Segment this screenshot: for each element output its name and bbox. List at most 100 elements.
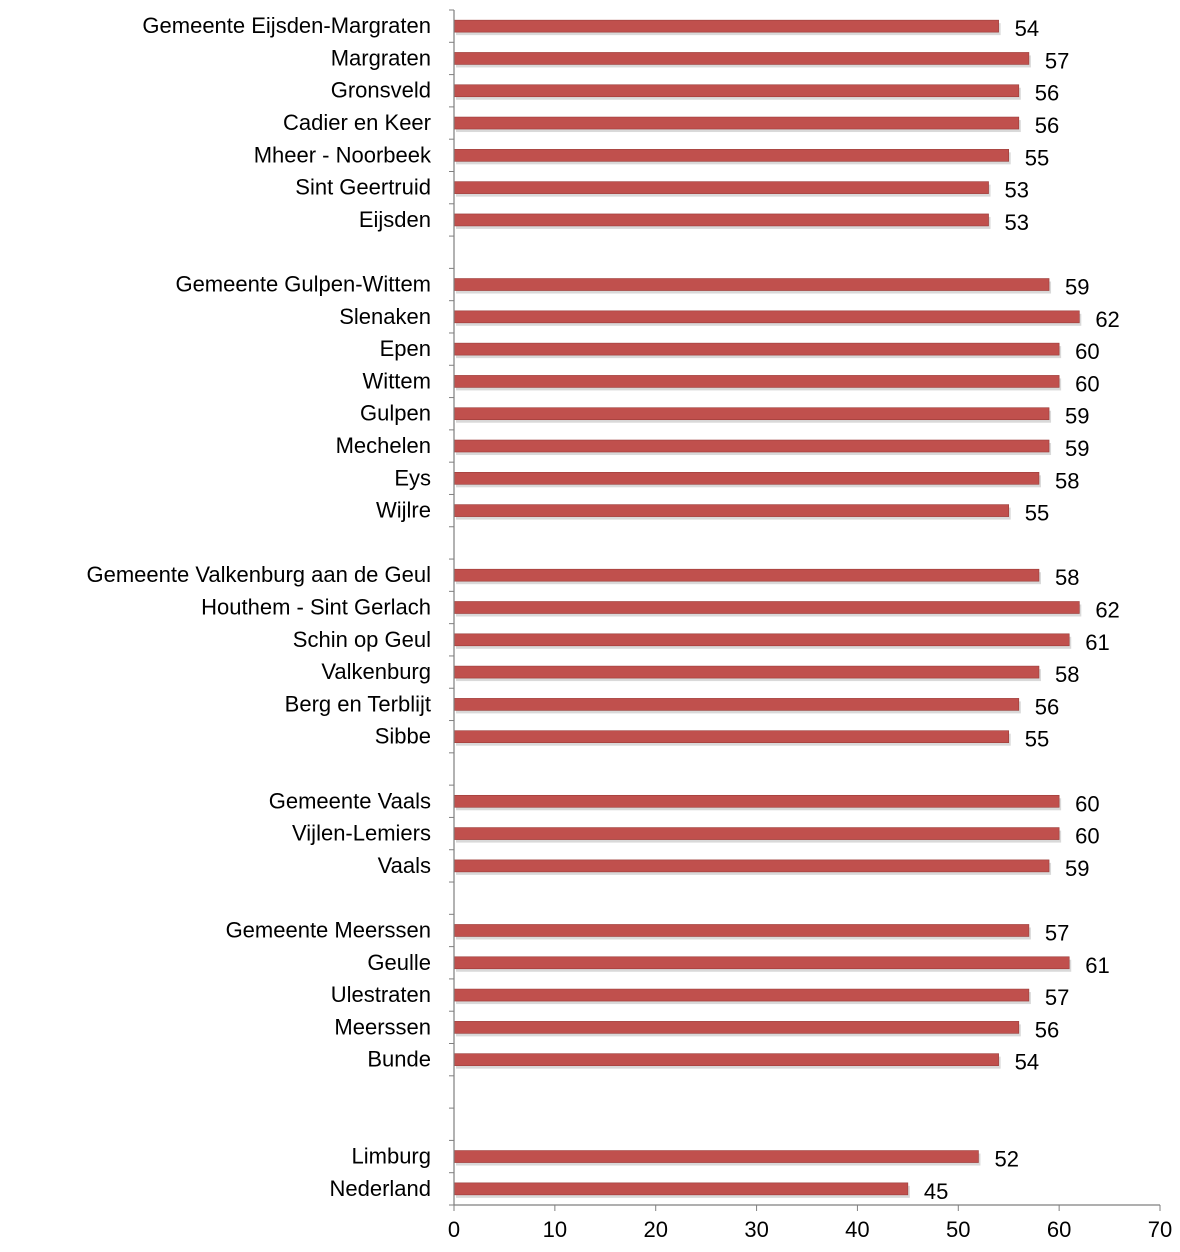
bar [453, 1053, 999, 1066]
data-label: 52 [994, 1147, 1018, 1172]
category-label: Wittem [363, 368, 431, 393]
data-label: 45 [924, 1179, 948, 1204]
data-label: 55 [1025, 501, 1049, 526]
bar [453, 956, 1070, 970]
bar [453, 181, 989, 194]
bars-layer [453, 19, 1082, 1198]
bar [453, 924, 1030, 937]
category-label: Limburg [352, 1144, 431, 1169]
category-label: Vaals [378, 853, 431, 878]
data-label: 61 [1085, 630, 1109, 655]
bar [453, 601, 1080, 614]
bar [453, 568, 1040, 582]
bar [453, 407, 1050, 421]
category-label: Gemeente Valkenburg aan de Geul [87, 562, 432, 587]
data-label: 59 [1065, 404, 1089, 429]
bar [453, 730, 1010, 743]
bar [453, 342, 1060, 356]
data-label: 55 [1025, 145, 1049, 170]
data-label: 53 [1005, 210, 1029, 235]
category-label: Eys [394, 465, 431, 490]
category-label: Gemeente Eijsden-Margraten [142, 13, 431, 38]
data-label: 60 [1075, 371, 1099, 396]
data-label: 58 [1055, 468, 1079, 493]
category-label: Sint Geertruid [295, 175, 431, 200]
category-label: Mechelen [336, 433, 431, 458]
bar [453, 1150, 979, 1163]
category-label: Ulestraten [331, 982, 431, 1007]
bar [453, 52, 1030, 65]
data-label: 58 [1055, 565, 1079, 590]
labels-layer: Gemeente Eijsden-Margraten 54 Margraten 57 G… [87, 13, 1173, 1242]
x-tick-label: 70 [1148, 1217, 1172, 1242]
bar [453, 116, 1020, 130]
category-label: Houthem - Sint Gerlach [201, 595, 431, 620]
bar [453, 698, 1020, 711]
x-tick-label: 20 [643, 1217, 667, 1242]
category-label: Slenaken [339, 304, 431, 329]
data-label: 54 [1015, 1050, 1039, 1075]
data-label: 56 [1035, 694, 1059, 719]
category-label: Valkenburg [321, 659, 431, 684]
x-tick-label: 0 [448, 1217, 460, 1242]
data-label: 56 [1035, 1017, 1059, 1042]
category-label: Gemeente Meerssen [226, 917, 431, 942]
bar [453, 439, 1050, 453]
bar [453, 1021, 1020, 1034]
bar [453, 988, 1030, 1002]
data-label: 59 [1065, 856, 1089, 881]
data-label: 59 [1065, 275, 1089, 300]
category-label: Epen [380, 336, 431, 361]
category-label: Sibbe [375, 724, 431, 749]
x-tick-label: 30 [744, 1217, 768, 1242]
x-tick-label: 60 [1047, 1217, 1071, 1242]
data-label: 56 [1035, 113, 1059, 138]
bar [453, 149, 1010, 162]
category-label: Mheer - Noorbeek [254, 142, 432, 167]
bar [453, 1182, 909, 1196]
category-label: Nederland [329, 1176, 431, 1201]
x-tick-label: 40 [845, 1217, 869, 1242]
bar [453, 375, 1060, 388]
bar [453, 504, 1010, 517]
data-label: 57 [1045, 920, 1069, 945]
category-label: Gemeente Vaals [269, 788, 431, 813]
category-label: Cadier en Keer [283, 110, 431, 135]
data-label: 62 [1095, 598, 1119, 623]
data-label: 59 [1065, 436, 1089, 461]
bar [453, 665, 1040, 679]
data-label: 55 [1025, 727, 1049, 752]
data-label: 54 [1015, 16, 1039, 41]
data-label: 61 [1085, 953, 1109, 978]
category-label: Wijlre [376, 498, 431, 523]
bar [453, 19, 999, 33]
category-label: Gemeente Gulpen-Wittem [175, 272, 431, 297]
category-label: Geulle [367, 950, 431, 975]
data-label: 60 [1075, 824, 1099, 849]
category-label: Meerssen [334, 1014, 431, 1039]
data-label: 53 [1005, 178, 1029, 203]
bar [453, 310, 1080, 324]
bar [453, 794, 1060, 808]
bar [453, 213, 989, 227]
category-label: Schin op Geul [293, 627, 431, 652]
data-label: 56 [1035, 81, 1059, 106]
x-tick-label: 10 [543, 1217, 567, 1242]
category-label: Gronsveld [331, 78, 431, 103]
x-tick-label: 50 [946, 1217, 970, 1242]
bar [453, 827, 1060, 840]
category-label: Vijlen-Lemiers [292, 821, 431, 846]
bar [453, 472, 1040, 485]
category-label: Gulpen [360, 401, 431, 426]
bar [453, 278, 1050, 291]
data-label: 60 [1075, 791, 1099, 816]
data-label: 58 [1055, 662, 1079, 687]
data-label: 57 [1045, 48, 1069, 73]
bar [453, 84, 1020, 98]
category-label: Margraten [331, 45, 431, 70]
category-label: Berg en Terblijt [285, 691, 431, 716]
data-label: 62 [1095, 307, 1119, 332]
data-label: 57 [1045, 985, 1069, 1010]
